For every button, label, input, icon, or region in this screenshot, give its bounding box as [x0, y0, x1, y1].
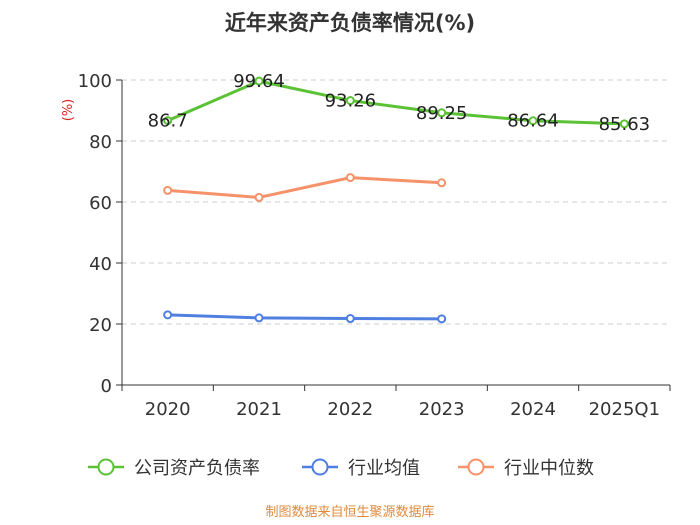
data-point: [619, 119, 629, 129]
x-tick-label: 2021: [236, 399, 282, 420]
x-tick-label: 2022: [327, 399, 373, 420]
x-tick-label: 2023: [419, 399, 465, 420]
data-point: [528, 116, 538, 126]
data-point: [437, 314, 447, 324]
legend-label: 行业中位数: [504, 458, 594, 479]
data-point: [254, 76, 264, 86]
data-point: [163, 310, 173, 320]
chart-title: 近年来资产负债率情况(%): [225, 11, 475, 35]
legend-item: 公司资产负债率: [88, 458, 260, 479]
legend-item: 行业中位数: [458, 458, 594, 479]
y-tick-label: 80: [89, 132, 112, 153]
y-tick-label: 40: [89, 254, 112, 275]
series-layer: [163, 76, 629, 324]
x-tick-label: 2020: [145, 399, 191, 420]
data-point: [345, 314, 355, 324]
axis-layer: 0 20 40 60 80 100 2020 2021 2022 2023 2024 2025Q1: [78, 71, 671, 420]
y-tick-label: 100: [78, 71, 112, 92]
series-line: [167, 79, 625, 126]
data-label: 85.63: [599, 114, 651, 135]
data-label-layer: 86.7 99.64 93.26 89.25 86.64 85.63: [148, 71, 650, 135]
data-label: 89.25: [416, 103, 468, 124]
data-point: [254, 192, 264, 202]
data-label: 86.7: [148, 111, 188, 132]
x-tick-label: 2025Q1: [589, 399, 660, 420]
legend-swatch-marker: [311, 458, 329, 476]
grid-layer: [122, 79, 670, 325]
data-point: [345, 96, 355, 106]
data-point: [163, 116, 173, 126]
series-line: [167, 176, 442, 199]
y-tick-label: 60: [89, 193, 112, 214]
data-label: 86.64: [507, 111, 559, 132]
legend-item: 行业均值: [302, 458, 420, 479]
legend-label: 公司资产负债率: [134, 458, 260, 479]
legend-label: 行业均值: [348, 458, 420, 479]
data-label: 99.64: [233, 71, 285, 92]
y-tick-label: 20: [89, 315, 112, 336]
data-point: [437, 178, 447, 188]
x-tick-label: 2024: [510, 399, 556, 420]
y-axis-label: (%): [61, 99, 76, 122]
legend-swatch-marker: [97, 458, 115, 476]
legend: 公司资产负债率 行业均值 行业中位数: [88, 458, 594, 479]
legend-swatch-marker: [467, 458, 485, 476]
data-label: 93.26: [325, 91, 377, 112]
series-line: [167, 313, 442, 321]
source-note: 制图数据来自恒生聚源数据库: [265, 504, 434, 520]
data-point: [254, 313, 264, 323]
data-point: [345, 173, 355, 183]
y-tick-label: 0: [101, 376, 112, 397]
data-point: [163, 185, 173, 195]
data-point: [437, 108, 447, 118]
